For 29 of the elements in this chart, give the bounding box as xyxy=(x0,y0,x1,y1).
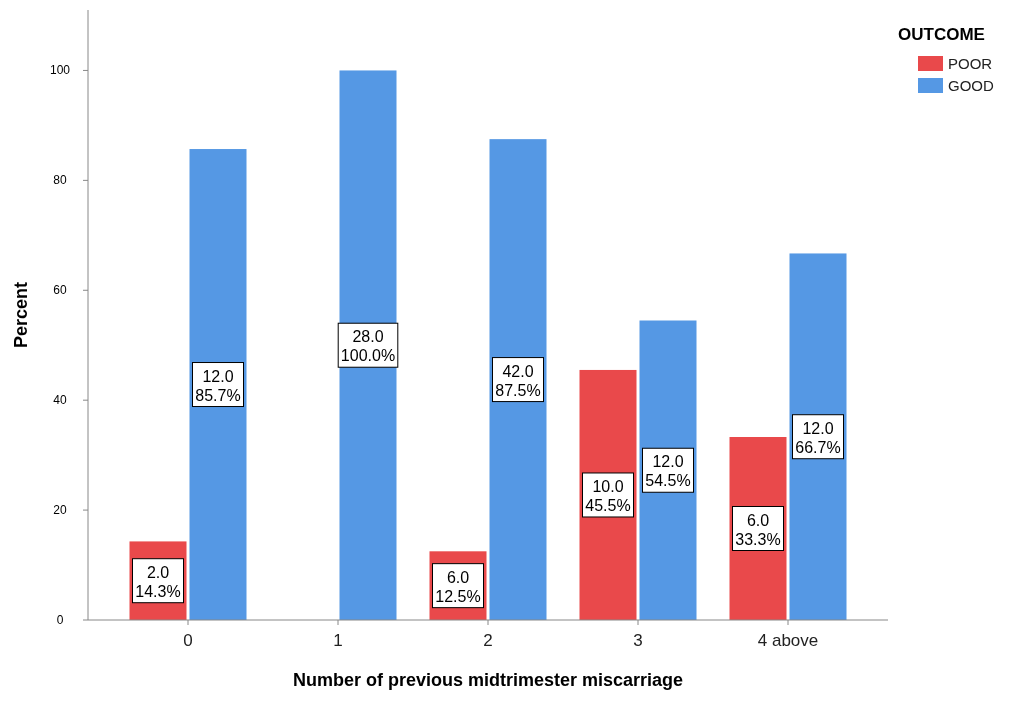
data-label: 6.0 12.5% xyxy=(435,568,481,605)
bar xyxy=(489,139,547,620)
x-tick-label: 3 xyxy=(633,631,643,650)
data-label: 2.0 14.3% xyxy=(135,563,181,600)
bar xyxy=(189,149,247,620)
y-tick-label: 80 xyxy=(53,173,67,188)
y-tick-label: 40 xyxy=(53,393,67,408)
legend-label: GOOD xyxy=(948,77,994,94)
x-tick-label: 0 xyxy=(183,631,193,650)
y-tick-label: 60 xyxy=(53,283,67,298)
legend-label: POOR xyxy=(948,55,993,72)
data-label: 12.0 85.7% xyxy=(195,367,241,404)
legend-title: OUTCOME xyxy=(898,25,985,44)
bar xyxy=(339,70,397,620)
x-tick-label: 1 xyxy=(333,631,343,650)
data-label: 6.0 33.3% xyxy=(735,511,781,548)
data-label: 28.0 100.0% xyxy=(340,328,396,365)
y-axis-title: Percent xyxy=(11,281,31,349)
data-label: 10.0 45.5% xyxy=(585,477,631,514)
x-axis-title: Number of previous midtrimester miscarriage xyxy=(292,670,684,690)
x-tick-label: 2 xyxy=(483,631,493,650)
y-tick-label: 100 xyxy=(49,63,71,78)
y-tick-label: 0 xyxy=(56,613,64,627)
x-tick-label: 4 above xyxy=(757,631,819,650)
bar xyxy=(789,253,847,620)
data-label: 42.0 87.5% xyxy=(495,362,541,399)
data-label: 12.0 54.5% xyxy=(645,453,691,490)
data-label: 12.0 66.7% xyxy=(795,419,841,456)
y-tick-label: 20 xyxy=(53,503,67,518)
